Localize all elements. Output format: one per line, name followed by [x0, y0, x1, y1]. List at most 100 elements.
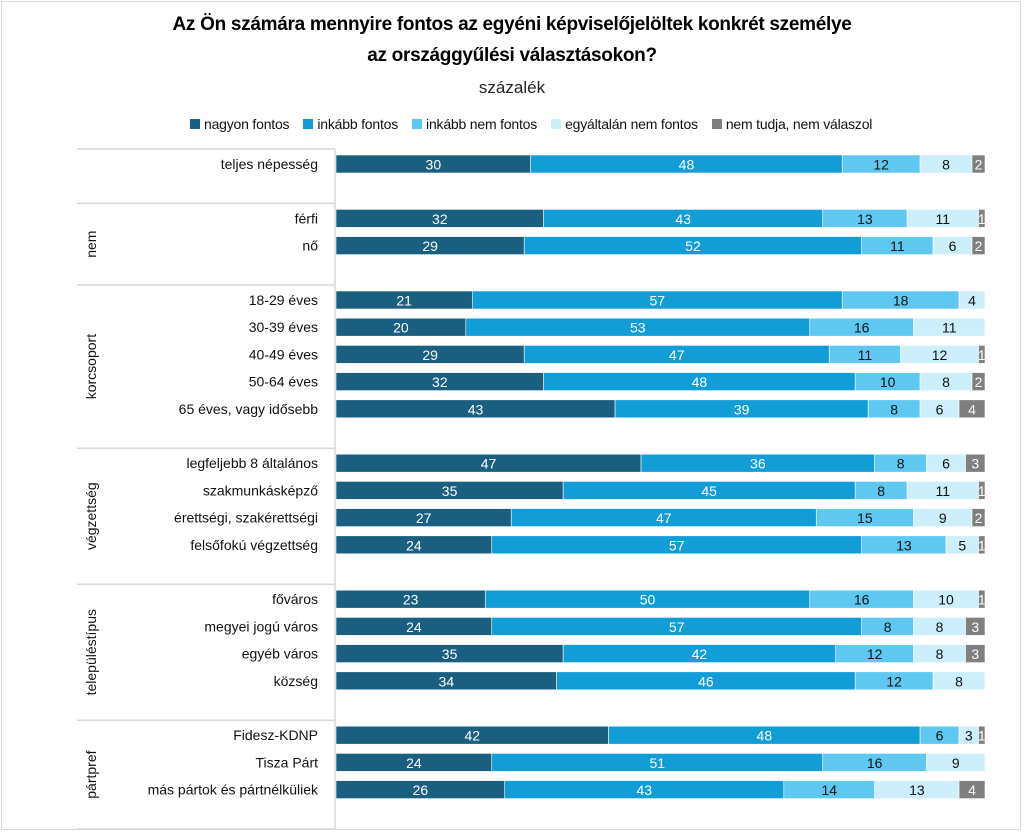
chart-subtitle: százalék — [478, 78, 546, 97]
data-label: 3 — [965, 728, 973, 744]
data-label: 8 — [936, 646, 944, 662]
data-label: 57 — [669, 619, 685, 635]
data-label: 47 — [481, 456, 497, 472]
data-label: 11 — [942, 320, 957, 336]
legend-swatch — [711, 119, 722, 129]
category-label: 40-49 éves — [249, 346, 318, 362]
legend-item-nem-tudja: nem tudja, nem válaszol — [711, 116, 873, 132]
data-label: 4 — [968, 293, 976, 309]
legend-swatch — [303, 119, 314, 129]
bar-segment-nem-tudja-nem-v-laszol — [965, 617, 986, 636]
legend-item-inkabb-nem-fontos: inkább nem fontos — [412, 116, 537, 132]
data-label: 4 — [968, 782, 976, 798]
bar-segment-nem-tudja-nem-v-laszol — [958, 780, 986, 799]
data-label: 6 — [949, 238, 957, 254]
legend-item-nagyon-fontos: nagyon fontos — [190, 116, 290, 132]
data-label: 12 — [867, 646, 883, 662]
data-label: 3 — [971, 619, 979, 635]
data-label: 45 — [701, 483, 717, 499]
legend-label: nem tudja, nem válaszol — [725, 116, 873, 132]
category-label: nő — [302, 238, 318, 254]
data-label: 14 — [821, 782, 837, 798]
data-label: 8 — [897, 456, 905, 472]
data-label: 36 — [750, 456, 766, 472]
data-label: 11 — [890, 238, 905, 254]
data-label: 32 — [432, 211, 448, 227]
category-label: 65 éves, vagy idősebb — [179, 401, 319, 417]
data-label: 1 — [978, 592, 986, 608]
data-label: 35 — [442, 646, 458, 662]
data-label: 6 — [936, 401, 944, 417]
data-label: 1 — [978, 728, 986, 744]
category-label: férfi — [295, 210, 318, 226]
bar-segment-nem-tudja-nem-v-laszol — [958, 399, 986, 419]
bar-segment-nem-tudja-nem-v-laszol — [978, 589, 986, 609]
data-label: 16 — [867, 755, 883, 771]
data-label: 18 — [893, 293, 909, 309]
data-label: 15 — [857, 510, 873, 526]
category-label: egyéb város — [242, 646, 318, 662]
bar-segment-nem-tudja-nem-v-laszol — [971, 508, 986, 527]
data-label: 27 — [416, 510, 432, 526]
data-label: 34 — [439, 673, 455, 689]
data-label: 35 — [442, 483, 458, 499]
data-label: 12 — [932, 347, 948, 363]
data-label: 21 — [396, 293, 412, 309]
data-label: 46 — [698, 673, 714, 689]
data-label: 47 — [669, 347, 685, 363]
data-label: 1 — [978, 483, 986, 499]
data-label: 8 — [942, 374, 950, 390]
category-label: község — [274, 673, 318, 689]
data-label: 52 — [685, 238, 701, 254]
data-label: 2 — [975, 157, 983, 173]
chart-title-line-2: az országgyűlési választásokon? — [367, 45, 657, 66]
bar-segment-egy-ltal-n-nem-fontos — [958, 290, 986, 310]
category-label: 50-64 éves — [249, 374, 318, 390]
legend: nagyon fontos inkább fontos inkább nem f… — [190, 116, 872, 132]
data-label: 1 — [978, 347, 986, 363]
bar-segment-egy-ltal-n-nem-fontos — [913, 317, 986, 337]
data-label: 57 — [669, 537, 685, 553]
data-label: 2 — [975, 374, 983, 390]
data-label: 13 — [896, 537, 912, 553]
bar-segment-nem-tudja-nem-v-laszol — [971, 154, 986, 174]
data-label: 16 — [854, 320, 870, 336]
bar-segment-nem-tudja-nem-v-laszol — [978, 535, 986, 555]
bar-segment-nem-tudja-nem-v-laszol — [971, 236, 986, 255]
data-label: 6 — [936, 728, 944, 744]
legend-label: egyáltalán nem fontos — [565, 116, 698, 132]
category-label: teljes népesség — [221, 156, 318, 172]
data-label: 50 — [640, 592, 656, 608]
data-label: 48 — [679, 157, 695, 173]
data-label: 8 — [936, 619, 944, 635]
category-label: főváros — [272, 591, 318, 607]
legend-swatch — [551, 119, 562, 129]
data-label: 5 — [958, 537, 966, 553]
chart-title-line-1: Az Ön számára mennyire fontos az egyéni … — [172, 14, 852, 35]
category-label: legfeljebb 8 általános — [186, 455, 318, 471]
category-label: más pártok és pártnélküliek — [148, 782, 319, 798]
data-label: 10 — [938, 592, 954, 608]
group-label: pártpref — [83, 750, 99, 798]
data-label: 2 — [975, 510, 983, 526]
data-label: 24 — [406, 619, 422, 635]
data-label: 43 — [675, 211, 691, 227]
bar-segment-nem-tudja-nem-v-laszol — [978, 209, 986, 228]
bar-segment-nem-tudja-nem-v-laszol — [965, 644, 986, 663]
data-label: 4 — [968, 401, 976, 417]
legend-label: inkább nem fontos — [426, 116, 538, 132]
category-label: megyei jogú város — [204, 618, 318, 634]
data-label: 30 — [426, 157, 442, 173]
data-label: 11 — [858, 347, 873, 363]
data-label: 29 — [422, 238, 438, 254]
group-label: településtípus — [83, 609, 99, 695]
group-label: nem — [83, 231, 99, 258]
data-label: 12 — [886, 673, 902, 689]
data-label: 2 — [975, 238, 983, 254]
data-label: 29 — [422, 347, 438, 363]
bar-segment-nem-tudja-nem-v-laszol — [971, 372, 986, 391]
data-label: 10 — [880, 374, 896, 390]
legend-item-egyaltalan-nem-fontos: egyáltalán nem fontos — [551, 116, 698, 132]
data-label: 24 — [406, 755, 422, 771]
data-label: 8 — [942, 157, 950, 173]
